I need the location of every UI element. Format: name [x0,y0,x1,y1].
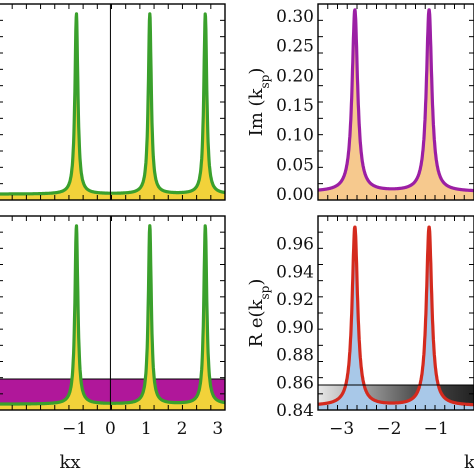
axes-frame [317,3,474,201]
y-tick-label: 0.20 [276,66,314,86]
x-tick-label: −3 [329,419,354,439]
y-tick-label: 0.92 [276,290,314,310]
y-tick-label: 0.00 [276,185,314,205]
panel-top-left [0,3,227,201]
x-tick-label: −2 [376,419,401,439]
partial-x-axis-label-right: k [464,452,474,473]
x-tick-label: 1 [141,419,152,439]
panel-top-right: 0.00 0.05 0.10 0.15 0.20 0.25 0.30 Im (ksp) [246,3,474,205]
x-tick-label: −1 [62,419,87,439]
y-axis-label: Im (ksp) [246,68,272,137]
y-tick-label: 0.10 [276,126,314,146]
x-tick-label: 3 [212,419,223,439]
y-tick-label: 0.84 [276,401,314,421]
curve-line [316,225,474,407]
y-axis-label: R e(ksp) [246,279,272,348]
y-tick-label: 0.05 [276,155,314,175]
panel-bottom-right: −3 −2 −1 0.84 0.86 0.88 0.90 0.92 0.94 0.96 R e(ks… [246,215,474,439]
x-tick-label: 0 [105,419,116,439]
y-tick-label: 0.96 [276,235,314,255]
x-tick-label: 2 [177,419,188,439]
axes-frame [0,3,226,201]
curve-line [0,224,227,406]
curve-area-fill [0,13,225,200]
y-tick-label: 0.30 [276,7,314,27]
y-tick-label: 0.86 [276,373,314,393]
y-tick-label: 0.25 [276,37,314,57]
axes-frame [317,215,474,411]
curve-area-fill [0,225,225,410]
curve-area-fill [318,9,474,201]
curve-line [0,12,227,196]
y-tick-label: 0.15 [276,96,314,116]
curve-line [316,8,474,193]
clipped-panel-mark: ) [0,233,1,253]
y-tick-label: 0.88 [276,346,314,366]
y-tick-label: 0.94 [276,262,314,282]
panel-bottom-left: −1 0 1 2 3) [0,215,227,439]
x-axis-label-kx: kx [59,452,80,473]
curve-area-fill [318,227,474,410]
x-tick-label: −1 [424,419,449,439]
y-tick-label: 0.90 [276,318,314,338]
